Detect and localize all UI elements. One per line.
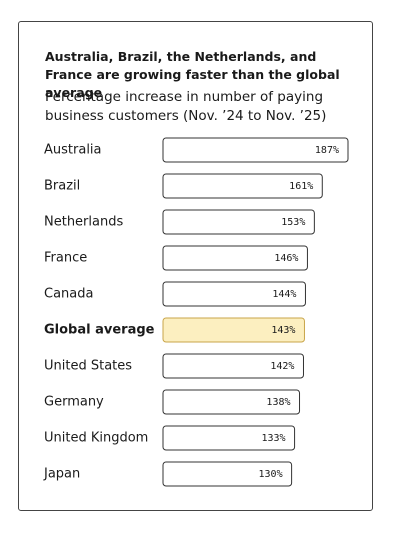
value-label: 130%: [259, 469, 283, 480]
value-label: 142%: [270, 361, 294, 372]
bar: [162, 461, 293, 487]
category-label: Japan: [43, 467, 80, 482]
category-label: Australia: [44, 143, 102, 158]
bar: [162, 425, 296, 451]
bar: [162, 389, 301, 415]
chart-title: Australia, Brazil, the Netherlands, and …: [45, 49, 340, 100]
bar: [162, 209, 315, 235]
category-label: Brazil: [44, 179, 80, 194]
card: Australia, Brazil, the Netherlands, and …: [18, 21, 373, 511]
value-label: 153%: [281, 217, 305, 228]
category-label: Canada: [44, 287, 93, 302]
value-label: 146%: [274, 253, 298, 264]
bar: [162, 317, 305, 343]
chart-subtitle: Percentage increase in number of paying …: [45, 89, 327, 124]
category-label: United Kingdom: [44, 431, 148, 446]
category-label: France: [44, 251, 87, 266]
value-label: 138%: [266, 397, 290, 408]
value-label: 133%: [261, 433, 285, 444]
value-label: 161%: [289, 181, 313, 192]
value-label: 144%: [272, 289, 296, 300]
bar: [162, 137, 349, 163]
category-label: Netherlands: [44, 215, 123, 230]
bar: [162, 281, 306, 307]
bar: [162, 173, 323, 199]
category-label: Global average: [44, 323, 155, 338]
bar: [162, 245, 308, 271]
category-label: Germany: [44, 395, 104, 410]
category-label: United States: [44, 359, 132, 374]
value-label: 187%: [315, 145, 339, 156]
bar: [162, 353, 304, 379]
value-label: 143%: [271, 325, 295, 336]
